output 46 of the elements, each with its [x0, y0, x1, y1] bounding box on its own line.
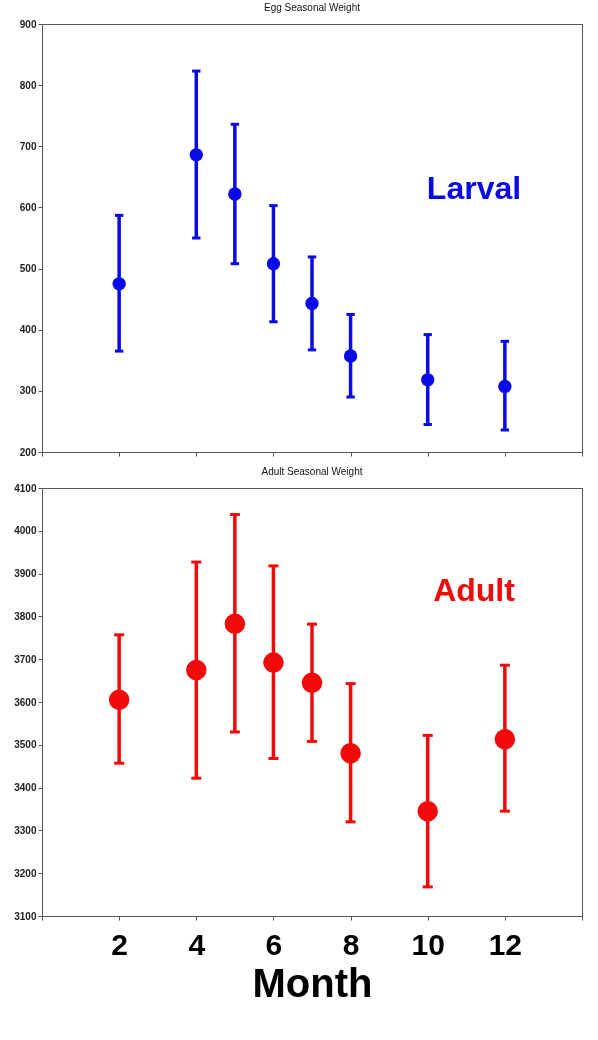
y-tick-label: 4100: [14, 482, 37, 494]
annotation: Larval: [426, 169, 522, 206]
point: [340, 743, 361, 764]
point: [498, 379, 512, 394]
annotation: Adult: [433, 571, 516, 608]
y-tick-label: 600: [19, 201, 37, 213]
x-tick-label: 6: [265, 927, 283, 961]
point: [224, 613, 246, 634]
point: [494, 729, 516, 750]
point: [266, 256, 281, 271]
y-tick-label: 900: [19, 18, 37, 30]
y-tick-label: 3100: [14, 910, 37, 922]
y-tick-label: 4000: [14, 525, 37, 537]
y-tick-label: 3700: [14, 653, 37, 665]
point: [417, 800, 438, 822]
y-tick-label: 3900: [14, 568, 37, 580]
point: [421, 373, 435, 387]
x-tick-label: 2: [111, 927, 128, 961]
point: [228, 187, 242, 201]
y-tick-label: 700: [19, 140, 37, 152]
x-tick-label: 4: [188, 927, 206, 961]
y-tick-label: 3200: [14, 867, 37, 879]
y-tick-label: 200: [19, 446, 37, 458]
y-tick-label: 3800: [14, 610, 37, 622]
x-tick-label: 10: [411, 927, 445, 961]
chart-title: Adult Seasonal Weight: [261, 466, 363, 477]
point: [301, 672, 323, 693]
y-tick-label: 800: [19, 79, 37, 91]
x-axis-title: Month: [252, 960, 373, 1005]
y-tick-label: 3300: [14, 824, 37, 836]
point: [263, 652, 284, 673]
y-tick-label: 500: [19, 263, 37, 275]
x-tick-label: 8: [342, 927, 360, 961]
y-tick-label: 3400: [14, 782, 37, 794]
point: [186, 659, 207, 681]
point: [112, 277, 126, 291]
point: [305, 296, 319, 311]
point: [189, 148, 203, 162]
point: [108, 689, 130, 711]
y-tick-label: 400: [19, 324, 37, 336]
y-tick-label: 3600: [14, 696, 37, 708]
y-tick-label: 3500: [14, 739, 37, 751]
point: [343, 349, 358, 363]
chart-title: Egg Seasonal Weight: [264, 2, 361, 13]
x-tick-label: 12: [488, 927, 523, 961]
y-tick-label: 300: [19, 385, 37, 397]
